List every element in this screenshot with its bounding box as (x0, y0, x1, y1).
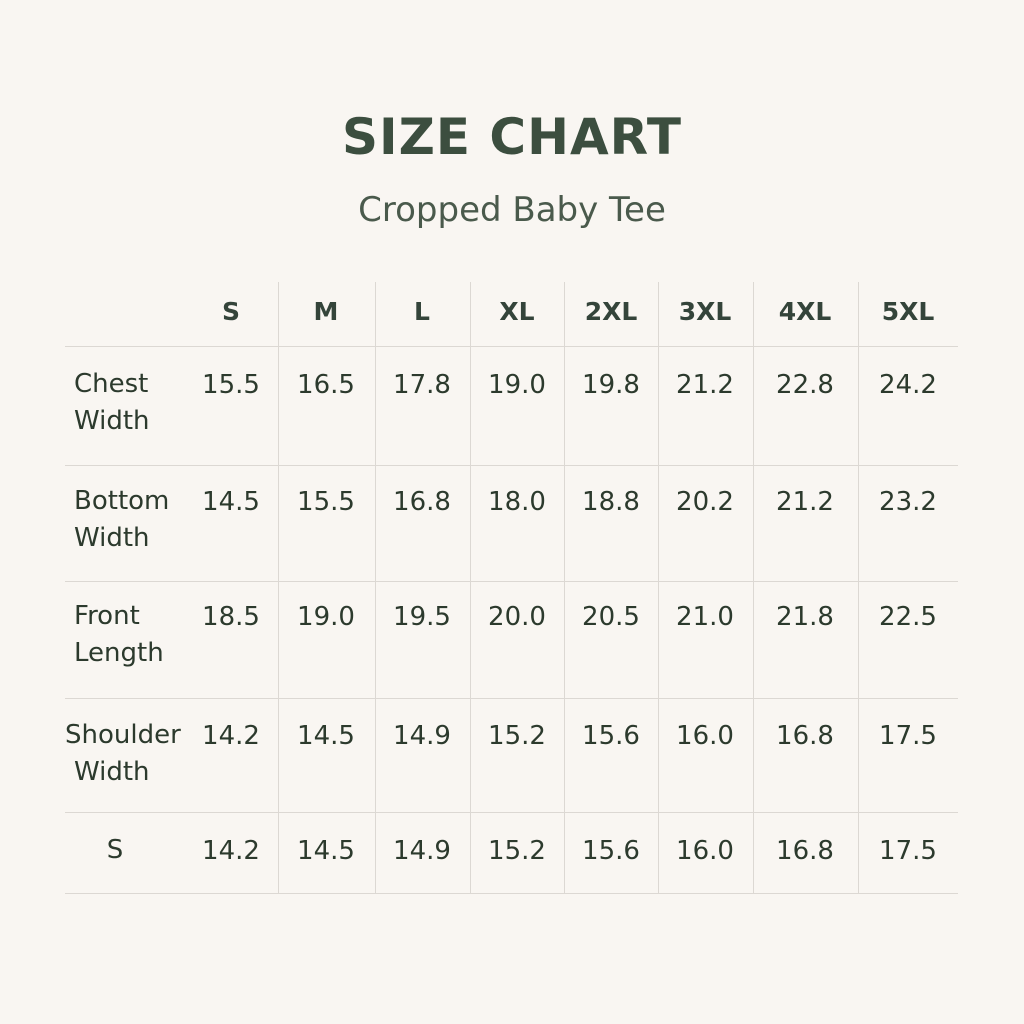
column-header: XL (499, 297, 535, 326)
page-subtitle: Cropped Baby Tee (358, 190, 666, 230)
column-divider (658, 282, 659, 893)
column-divider (470, 282, 471, 893)
table-cell: 14.2 (202, 836, 260, 866)
table-cell: 19.5 (393, 602, 451, 632)
table-cell: 18.0 (488, 487, 546, 517)
row-label: Front Length (74, 598, 164, 672)
column-header: S (221, 297, 241, 326)
row-label-line: Shoulder (65, 720, 181, 750)
column-header: 2XL (584, 297, 638, 326)
table-cell: 16.8 (776, 836, 834, 866)
table-cell: 22.5 (879, 602, 937, 632)
table-cell: 14.2 (202, 721, 260, 751)
table-cell: 19.0 (488, 370, 546, 400)
row-label-line: Length (74, 638, 164, 668)
table-cell: 21.0 (676, 602, 734, 632)
row-divider (65, 465, 958, 466)
table-cell: 14.9 (393, 836, 451, 866)
row-divider (65, 581, 958, 582)
row-label-line: Width (74, 757, 150, 787)
column-divider (753, 282, 754, 893)
column-header: M (313, 297, 339, 326)
column-header: L (414, 297, 430, 326)
table-cell: 15.6 (582, 836, 640, 866)
table-cell: 18.8 (582, 487, 640, 517)
row-label-line: Width (74, 406, 150, 436)
column-header: 5XL (881, 297, 935, 326)
table-cell: 16.8 (776, 721, 834, 751)
table-cell: 20.5 (582, 602, 640, 632)
column-header: 4XL (778, 297, 832, 326)
row-label: Shoulder Width (65, 717, 181, 791)
table-cell: 17.5 (879, 836, 937, 866)
row-label-line: Bottom (74, 486, 170, 516)
table-cell: 16.0 (676, 721, 734, 751)
table-cell: 14.5 (202, 487, 260, 517)
table-cell: 19.8 (582, 370, 640, 400)
column-divider (564, 282, 565, 893)
table-cell: 18.5 (202, 602, 260, 632)
table-cell: 15.2 (488, 836, 546, 866)
row-label-line: Width (74, 523, 150, 553)
table-cell: 15.5 (202, 370, 260, 400)
table-cell: 16.8 (393, 487, 451, 517)
row-label: Chest Width (74, 366, 150, 440)
table-cell: 21.2 (776, 487, 834, 517)
table-cell: 14.5 (297, 836, 355, 866)
table-cell: 16.0 (676, 836, 734, 866)
row-divider (65, 812, 958, 813)
row-divider (65, 346, 958, 347)
row-label-line: Chest (74, 369, 149, 399)
table-cell: 15.6 (582, 721, 640, 751)
column-divider (858, 282, 859, 893)
page-title: SIZE CHART (341, 108, 683, 166)
column-divider (375, 282, 376, 893)
row-label-line: S (106, 835, 124, 865)
table-cell: 14.5 (297, 721, 355, 751)
row-divider (65, 893, 958, 894)
table-cell: 14.9 (393, 721, 451, 751)
table-cell: 16.5 (297, 370, 355, 400)
row-label: Bottom Width (74, 483, 169, 557)
table-cell: 19.0 (297, 602, 355, 632)
table-cell: 22.8 (776, 370, 834, 400)
column-header: 3XL (678, 297, 732, 326)
table-cell: 21.8 (776, 602, 834, 632)
table-cell: 24.2 (879, 370, 937, 400)
table-cell: 15.5 (297, 487, 355, 517)
table-cell: 21.2 (676, 370, 734, 400)
table-cell: 17.5 (879, 721, 937, 751)
table-cell: 15.2 (488, 721, 546, 751)
table-cell: 17.8 (393, 370, 451, 400)
row-label: S (107, 832, 124, 869)
column-divider (278, 282, 279, 893)
row-divider (65, 698, 958, 699)
table-cell: 20.2 (676, 487, 734, 517)
row-label-line: Front (74, 601, 140, 631)
table-cell: 23.2 (879, 487, 937, 517)
table-cell: 20.0 (488, 602, 546, 632)
